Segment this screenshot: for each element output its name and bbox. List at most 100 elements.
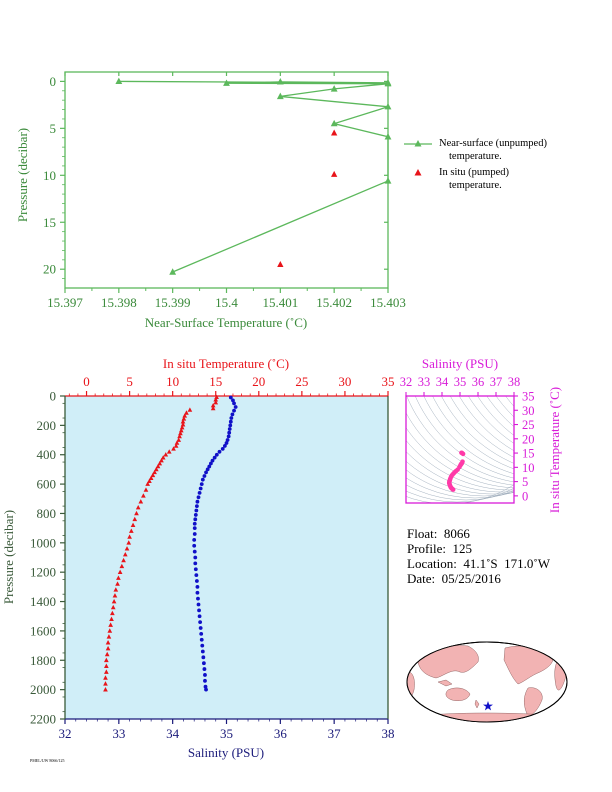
temperature-point — [104, 657, 109, 663]
salinity-point — [233, 405, 238, 409]
top-legend — [404, 140, 432, 176]
temperature-axis-label: In situ Temperature (˚C) — [163, 356, 289, 371]
in-situ-point — [277, 261, 284, 267]
float-location-star — [483, 701, 493, 711]
temperature-point — [213, 397, 219, 402]
temperature-point — [173, 443, 179, 448]
salinity-point — [220, 446, 225, 451]
top-y-tick-label: 15 — [43, 215, 56, 230]
temperature-point — [124, 546, 130, 551]
location: Location: 41.1˚S 171.0˚W — [407, 556, 550, 571]
top-x-tick-label: 15.4 — [215, 295, 238, 310]
salinity-point — [231, 398, 235, 403]
salinity-point — [196, 602, 201, 607]
near-surface-point — [384, 102, 392, 110]
near-surface-point — [169, 268, 177, 275]
temperature-point — [159, 458, 164, 463]
land-new-zealand — [474, 699, 480, 709]
salinity-point — [194, 504, 199, 509]
salinity-point — [228, 423, 233, 428]
near-surface-series-line — [118, 80, 389, 273]
top-x-tick-label: 15.397 — [47, 295, 83, 310]
temperature-point — [134, 510, 139, 516]
ts-salinity-tick-label: 37 — [490, 375, 503, 389]
temperature-point — [116, 575, 121, 580]
temperature-point — [174, 440, 180, 445]
temperature-point — [108, 622, 113, 627]
ts-salinity-tick-label: 36 — [472, 375, 485, 389]
salinity-tick-label: 34 — [166, 726, 180, 741]
salinity-point — [222, 444, 227, 448]
salinity-point — [201, 655, 206, 660]
salinity-point — [198, 620, 203, 624]
salinity-point — [205, 467, 210, 472]
land-australia — [445, 687, 471, 701]
world-map — [406, 641, 568, 723]
temperature-point — [187, 407, 193, 412]
temperature-point — [152, 469, 157, 475]
temperature-axis: 0 5 10 15 20 25 30 35 — [68, 374, 395, 396]
top-x-axis: 15.397 15.398 15.399 15.4 15.401 15.402 15.403 — [47, 72, 406, 310]
salinity-tick-label: 38 — [382, 726, 395, 741]
legend-near-surface-label: Near-surface (unpumped) temperature. — [439, 137, 547, 163]
ts-plot-background — [406, 396, 514, 503]
temperature-point — [119, 563, 125, 569]
salinity-point — [193, 513, 198, 517]
pressure-tick-label: 800 — [37, 506, 57, 521]
near-surface-point — [276, 78, 284, 85]
ts-salinity-tick-label: 35 — [454, 375, 467, 389]
pressure-tick-label: 1000 — [30, 535, 56, 550]
main-plot-background — [65, 396, 388, 719]
temperature-point — [121, 557, 126, 563]
salinity-point — [227, 427, 232, 431]
temperature-point — [107, 628, 113, 633]
salinity-point — [212, 455, 217, 460]
temperature-point — [182, 413, 188, 418]
land-asia — [417, 645, 479, 679]
temperature-point — [155, 463, 161, 469]
temperature-point — [127, 534, 132, 539]
ts-temperature-tick-label: 5 — [522, 475, 528, 489]
temperature-point — [210, 402, 216, 408]
temperature-point — [135, 504, 141, 510]
legend-near-surface-line2: temperature. — [449, 151, 502, 162]
pressure-tick-label: 400 — [37, 447, 57, 462]
near-surface-point — [223, 79, 230, 86]
temperature-point — [106, 634, 112, 639]
temperature-tick-label: 10 — [166, 374, 179, 389]
pressure-tick-label: 2200 — [30, 712, 56, 727]
temperature-point — [145, 481, 151, 486]
salinity-axis-label: Salinity (PSU) — [188, 745, 264, 760]
temperature-point — [110, 610, 115, 616]
salinity-point — [200, 643, 205, 648]
pressure-tick-label: 1200 — [30, 565, 56, 580]
temperature-point — [141, 493, 146, 498]
salinity-point — [208, 461, 213, 466]
ts-title: Salinity (PSU) — [422, 356, 498, 371]
temperature-point — [163, 452, 169, 457]
temperature-point — [160, 455, 166, 460]
near-surface-point — [384, 133, 392, 140]
date: Date: 05/25/2016 — [407, 571, 501, 586]
salinity-point — [228, 419, 233, 424]
salinity-tick-label: 32 — [59, 726, 72, 741]
salinity-tick-label: 33 — [112, 726, 125, 741]
salinity-point — [214, 452, 219, 457]
top-y-axis: 0 5 10 15 20 — [43, 74, 388, 280]
salinity-point — [199, 631, 204, 636]
temperature-point — [103, 675, 108, 680]
top-x-tick-label: 15.403 — [370, 295, 406, 310]
salinity-point — [198, 626, 203, 630]
temperature-point — [166, 449, 172, 454]
ts-temperature-tick-label: 30 — [522, 404, 535, 418]
temperature-point — [157, 460, 163, 466]
temperature-tick-label: 0 — [83, 374, 90, 389]
pressure-tick-label: 600 — [37, 477, 57, 492]
salinity-tick-label: 35 — [220, 726, 233, 741]
near-surface-point — [276, 92, 284, 100]
salinity-point — [203, 684, 208, 689]
temperature-tick-label: 5 — [126, 374, 133, 389]
top-series-group — [115, 77, 392, 275]
